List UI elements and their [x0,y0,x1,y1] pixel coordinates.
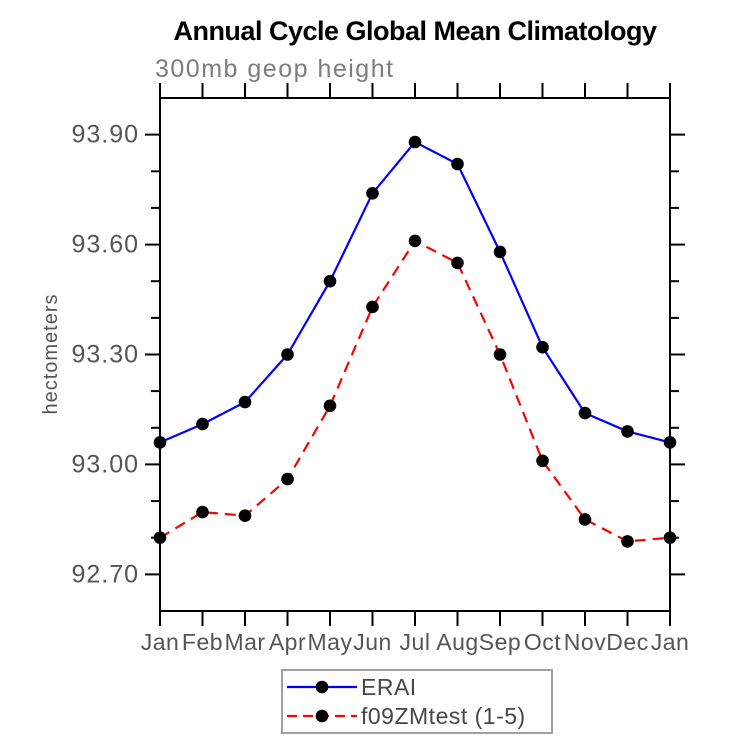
data-point [663,436,677,449]
data-point [281,472,294,486]
series-line-erai [159,140,671,444]
x-tick-label: Apr [269,629,306,655]
data-point [323,274,337,288]
chart-subtitle: 300mb geop height [155,55,395,83]
y-tick-label: 93.00 [71,450,139,478]
legend-label-f09zmtest: f09ZMtest (1-5) [361,703,526,729]
data-point [621,425,634,438]
data-point [238,395,252,409]
x-tick-label: Jul [400,629,431,655]
data-point [621,535,634,548]
x-tick-label: Feb [182,629,223,655]
data-point [451,256,464,270]
x-tick-label: Jan [651,629,690,655]
data-point [536,340,549,354]
y-tick-label: 93.60 [71,231,139,259]
data-point [451,157,464,171]
data-point [493,348,507,361]
legend-item-erai: ERAI [283,674,551,700]
y-tick-label: 92.70 [71,560,139,588]
x-tick-label: Jan [141,629,180,655]
x-tick-label: Sep [479,629,521,655]
data-point [153,436,167,449]
data-point [536,454,549,468]
x-tick-label: Aug [436,629,478,655]
chart-title: Annual Cycle Global Mean Climatology [173,16,657,46]
f09zmtest-line-swatch [287,709,357,723]
data-point [153,531,167,544]
data-point [408,135,422,149]
data-point [366,187,379,200]
data-point [366,300,379,314]
data-point [196,417,209,431]
x-tick-label: Oct [524,629,561,655]
y-tick-label: 93.90 [71,121,139,149]
x-tick-label: May [308,629,353,655]
legend-label-erai: ERAI [361,674,417,700]
erai-line-swatch [287,680,357,694]
data-point [323,399,337,413]
data-point [196,505,209,519]
legend-box: ERAI f09ZMtest (1-5) [281,669,553,734]
legend-item-f09zmtest: f09ZMtest (1-5) [283,703,551,729]
data-point [663,531,677,544]
x-tick-label: Jun [353,629,392,655]
data-point [493,245,507,259]
plot-frame [159,97,671,612]
series-line-f09zmtest--1-5- [159,239,671,543]
data-point [281,348,294,361]
y-axis-label: hectometers [40,293,62,414]
x-tick-label: Mar [224,629,265,655]
y-tick-label: 93.30 [71,341,139,369]
data-point [578,406,592,420]
x-tick-label: Nov [564,629,606,655]
data-point [238,509,252,522]
data-point [578,513,592,526]
x-tick-label: Dec [606,629,648,655]
data-point [408,234,422,248]
